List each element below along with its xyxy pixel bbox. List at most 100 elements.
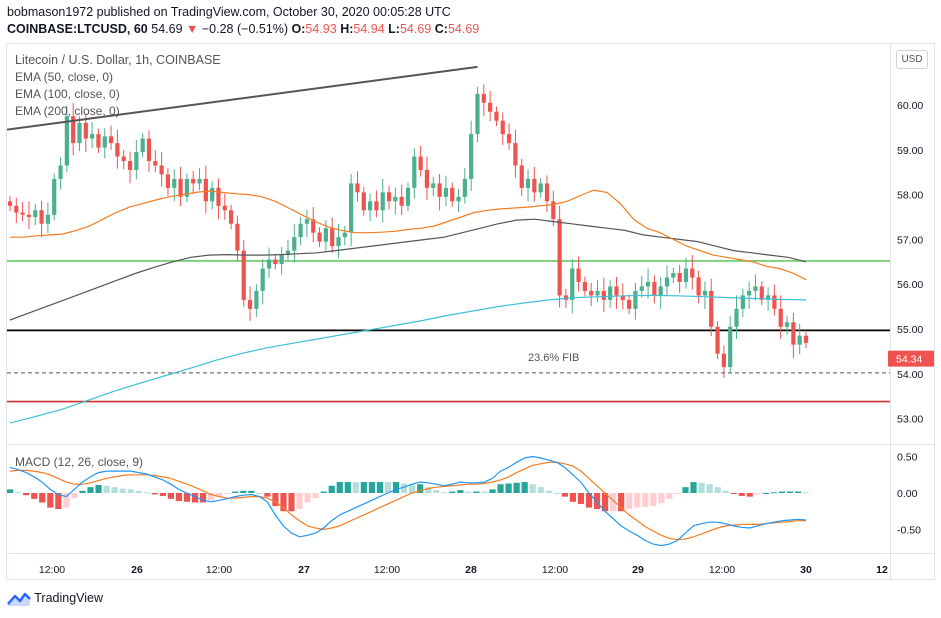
price-tag-label: 54.34 [896, 354, 922, 366]
candle-body [336, 237, 341, 247]
macd-histogram-bar [658, 493, 665, 504]
macd-histogram-bar [376, 482, 384, 493]
candle-body [108, 136, 114, 144]
candle-body [367, 201, 373, 211]
candle-body [664, 277, 670, 287]
macd-histogram-bar [610, 493, 617, 512]
macd-histogram-bar [754, 493, 761, 495]
macd-histogram-bar [55, 493, 62, 510]
time-tick-label: 12 [876, 564, 888, 576]
candle-body [570, 268, 575, 300]
macd-histogram-bar [79, 490, 86, 493]
macd-histogram-bar [344, 482, 351, 493]
price-tick-label: 54.00 [897, 369, 923, 381]
candle-body [172, 178, 177, 188]
macd-histogram-bar [433, 490, 440, 493]
macd-histogram-bar [280, 493, 287, 512]
candle-body [513, 143, 518, 166]
currency-button[interactable]: USD [896, 50, 928, 69]
macd-histogram-bar [585, 493, 593, 508]
candle-body [254, 290, 259, 309]
candle-body [20, 212, 25, 215]
candle-body [386, 192, 392, 202]
candle-body [210, 187, 215, 202]
candle-body [222, 205, 227, 211]
candle-body [525, 178, 531, 188]
macd-histogram-bar [529, 484, 536, 493]
last-price: 54.69 [151, 22, 183, 36]
candle-body [784, 322, 790, 327]
macd-line [9, 455, 807, 547]
trendline [7, 65, 478, 131]
candle-body [14, 205, 19, 213]
candle-body [658, 286, 663, 296]
candle-body [753, 286, 758, 291]
candle-body [582, 281, 587, 291]
high-label: H: [340, 22, 354, 36]
candle-body [576, 268, 581, 282]
macd-histogram-bar [794, 491, 802, 493]
macd-histogram-bar [465, 491, 472, 493]
footer-brand-label: TradingView [34, 591, 104, 605]
macd-histogram-bar [368, 482, 376, 493]
candle-body [645, 281, 651, 287]
candle-body [399, 196, 404, 206]
macd-histogram-bar [320, 491, 327, 493]
symbol-name: COINBASE:LTCUSD, 60 [7, 22, 148, 36]
candle-body [702, 290, 708, 296]
time-tick-label: 26 [131, 564, 143, 576]
candle-body [715, 326, 720, 354]
tradingview-logo-icon [7, 592, 31, 606]
time-tick-label: 30 [800, 564, 812, 576]
macd-histogram-bar [183, 493, 191, 502]
candle-body [77, 122, 82, 144]
candle-body [241, 250, 246, 300]
open-label: O: [291, 22, 306, 36]
candle-body [563, 295, 569, 300]
candle-body [342, 232, 347, 238]
macd-histogram-bar [15, 492, 22, 494]
macd-histogram-bar [409, 484, 416, 493]
low-label: L: [388, 22, 400, 36]
candle-body [374, 201, 379, 211]
publisher-line: bobmason1972 published on TradingView.co… [7, 5, 451, 19]
candle-body [292, 237, 297, 251]
macd-tick-label: -0.50 [897, 525, 921, 537]
macd-histogram-bar [682, 487, 689, 493]
candle-body [469, 134, 474, 179]
macd-histogram-bar [457, 490, 464, 493]
candle-body [418, 156, 423, 170]
time-tick-label: 12:00 [709, 564, 735, 576]
macd-histogram-bar [626, 493, 633, 510]
macd-histogram-bar [336, 482, 343, 493]
candle-body [33, 210, 38, 217]
candle-body [235, 223, 240, 251]
candle-body [456, 196, 461, 202]
macd-histogram-bar [272, 493, 279, 507]
candle-body [96, 134, 101, 148]
macd-histogram-bar [175, 493, 183, 502]
candle-body [532, 178, 537, 193]
chart-title: Litecoin / U.S. Dollar, 1h, COINBASE [15, 53, 221, 67]
macd-histogram-bar [577, 493, 585, 504]
macd-histogram-bar [232, 491, 239, 493]
candle-body [90, 134, 95, 139]
macd-histogram-bar [256, 493, 263, 494]
time-tick-label: 29 [632, 564, 644, 576]
macd-histogram-bar [208, 493, 215, 501]
macd-histogram-bar [360, 482, 367, 493]
candle-body [165, 174, 171, 188]
candle-body [412, 156, 417, 188]
candle-body [134, 152, 139, 170]
price-tick-label: 57.00 [897, 234, 923, 246]
footer-brand[interactable]: TradingView [7, 591, 103, 606]
macd-histogram-bar [425, 487, 432, 493]
candle-body [405, 187, 411, 206]
macd-histogram-bar [304, 493, 311, 503]
candle-body [677, 273, 682, 282]
down-arrow-icon: ▼ [186, 22, 199, 36]
macd-histogram-bar [216, 493, 223, 497]
candle-body [595, 290, 600, 296]
macd-histogram-bar [151, 493, 158, 495]
